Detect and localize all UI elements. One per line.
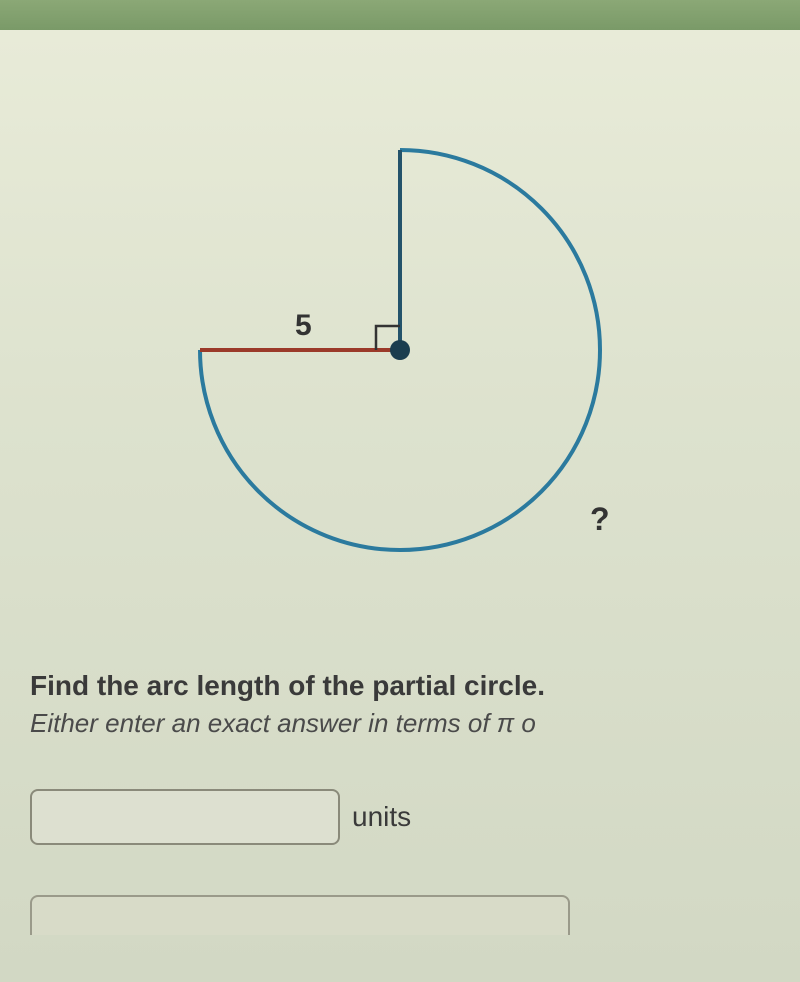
content-area: 5 ? Find the arc length of the partial c…: [0, 30, 800, 982]
partial-circle-diagram: 5 ?: [120, 90, 680, 610]
top-bar: [0, 0, 800, 30]
answer-row: units: [20, 789, 780, 845]
center-dot: [390, 340, 410, 360]
radius-label: 5: [295, 309, 312, 342]
bottom-panel: [30, 895, 570, 935]
arc-label: ?: [590, 501, 610, 537]
answer-input[interactable]: [30, 789, 340, 845]
question-italic: Either enter an exact answer in terms of…: [30, 708, 780, 739]
question-text: Find the arc length of the partial circl…: [20, 670, 780, 739]
diagram-container: 5 ?: [20, 70, 780, 630]
question-bold: Find the arc length of the partial circl…: [30, 670, 780, 702]
units-label: units: [352, 801, 411, 833]
